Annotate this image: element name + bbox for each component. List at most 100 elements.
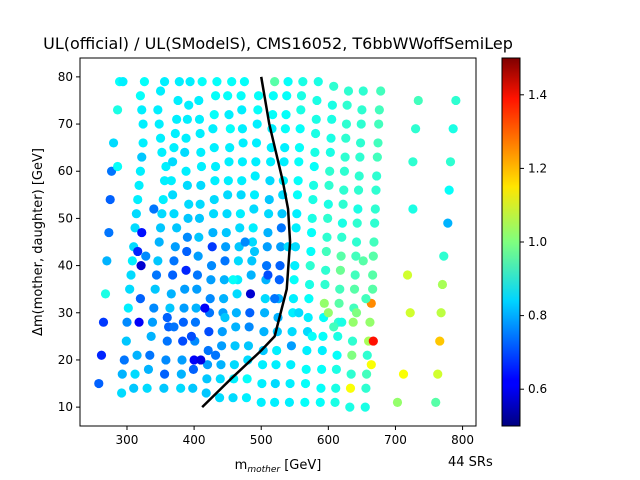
data-point — [134, 180, 144, 190]
data-point — [253, 105, 263, 115]
data-point — [302, 345, 312, 356]
data-point — [341, 119, 352, 129]
data-point — [303, 312, 313, 323]
data-point — [327, 100, 337, 110]
exclusion-line — [201, 76, 292, 409]
data-point — [208, 124, 218, 134]
y-axis: 10 20 30 40 50 60 70 80 — [58, 70, 80, 414]
data-point — [239, 76, 250, 87]
data-point — [335, 284, 345, 294]
data-point — [309, 161, 319, 172]
data-point — [204, 327, 214, 337]
data-point — [333, 331, 343, 341]
data-point — [220, 312, 230, 323]
data-point — [177, 355, 187, 365]
data-point — [306, 227, 317, 238]
data-point — [230, 341, 240, 351]
data-point — [433, 369, 443, 379]
data-point — [337, 218, 348, 228]
data-point — [202, 360, 213, 370]
data-point — [270, 76, 280, 87]
data-point — [443, 218, 453, 228]
data-point — [125, 284, 135, 294]
data-point — [300, 378, 311, 389]
data-point — [178, 336, 188, 346]
data-point — [185, 76, 195, 87]
data-point — [149, 204, 159, 214]
y-tick-label: 60 — [58, 164, 73, 178]
data-point — [173, 95, 183, 106]
data-point — [181, 133, 191, 143]
data-point — [361, 383, 371, 393]
data-point — [317, 364, 327, 374]
data-point — [358, 86, 368, 96]
data-point — [444, 185, 454, 195]
data-point — [236, 91, 246, 101]
data-point — [225, 124, 235, 134]
data-point — [332, 350, 342, 360]
data-point — [209, 110, 219, 120]
data-point — [311, 114, 321, 124]
data-point — [242, 374, 252, 384]
colorbar-ticks: 0.6 0.8 1.0 1.2 1.4 — [520, 88, 547, 396]
data-point — [130, 369, 140, 379]
data-point — [159, 76, 170, 87]
y-tick-label: 20 — [58, 353, 73, 367]
data-point — [200, 303, 210, 313]
data-point — [351, 251, 361, 261]
data-point — [301, 364, 311, 374]
data-point — [342, 100, 352, 110]
data-point — [237, 124, 248, 134]
data-point — [231, 322, 241, 332]
data-point — [150, 284, 160, 294]
data-point — [176, 369, 186, 379]
data-point — [337, 317, 347, 327]
data-point — [208, 227, 218, 238]
data-point — [327, 114, 337, 124]
data-point — [168, 270, 178, 280]
data-point — [372, 171, 382, 181]
data-point — [445, 157, 456, 167]
data-point — [183, 213, 193, 224]
data-point — [153, 256, 163, 266]
data-point — [282, 91, 292, 101]
data-point — [408, 157, 418, 167]
data-point — [325, 147, 335, 157]
data-point — [237, 176, 247, 186]
data-point — [161, 355, 171, 365]
data-point — [292, 209, 302, 219]
data-point — [244, 322, 254, 332]
data-point — [121, 336, 131, 346]
colorbar-tick-label: 1.4 — [528, 88, 547, 102]
data-point — [166, 176, 176, 186]
data-point — [290, 260, 300, 271]
data-point — [216, 360, 226, 370]
data-point — [243, 341, 254, 351]
data-point — [133, 194, 143, 205]
data-point — [117, 369, 127, 379]
data-point — [329, 81, 339, 91]
data-point — [136, 260, 146, 271]
data-point — [194, 213, 205, 224]
data-point — [188, 364, 199, 374]
data-point — [370, 204, 380, 214]
data-point — [350, 270, 360, 280]
data-point — [195, 128, 205, 139]
data-point — [112, 105, 123, 115]
data-point — [224, 157, 234, 167]
data-point — [263, 227, 273, 238]
colorbar-tick-label: 0.6 — [528, 382, 547, 396]
data-point — [368, 270, 378, 280]
data-point — [172, 114, 182, 124]
data-point — [247, 237, 258, 247]
y-tick-label: 80 — [58, 70, 73, 84]
data-point — [169, 209, 179, 219]
data-point — [245, 289, 256, 299]
data-point — [229, 360, 239, 370]
data-point — [292, 190, 303, 200]
data-point — [280, 124, 290, 134]
data-point — [271, 360, 281, 370]
data-point — [194, 232, 204, 242]
colorbar-tick-label: 0.8 — [528, 309, 547, 323]
data-point — [306, 246, 316, 257]
